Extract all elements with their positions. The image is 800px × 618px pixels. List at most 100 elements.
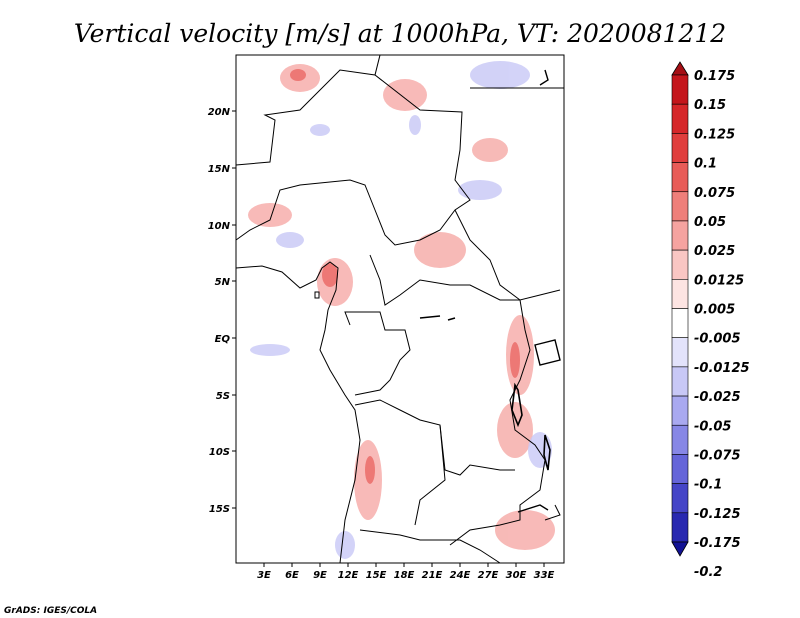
coastline-detail [517, 504, 549, 513]
negative-velocity-patches [250, 61, 552, 559]
colorbar-segment [671, 162, 689, 193]
border [369, 254, 520, 306]
colorbar-segment [671, 74, 689, 105]
patch [250, 344, 290, 356]
island [314, 291, 320, 299]
border [344, 311, 411, 396]
patch [409, 115, 421, 135]
patch [458, 180, 502, 200]
longitude-axis: 3E 6E 9E 12E 15E 18E 21E 24E 27E 30E 33E [257, 563, 555, 581]
border [449, 299, 546, 546]
colorbar-label: 0.125 [694, 127, 735, 142]
colorbar-label: 0.025 [694, 244, 735, 259]
lon-label: 21E [422, 570, 443, 581]
river [419, 315, 456, 321]
colorbar-label: -0.075 [694, 448, 741, 463]
colorbar-segments [671, 74, 689, 543]
colorbar-label: -0.0125 [694, 361, 750, 376]
colorbar-label: 0.0125 [694, 273, 744, 288]
patch [365, 456, 375, 484]
lat-label: 10S [209, 447, 230, 458]
border [544, 504, 561, 521]
border [454, 209, 561, 301]
strong-positive-patches [290, 69, 520, 484]
lon-label: 6E [285, 570, 299, 581]
patch [335, 531, 355, 559]
lon-label: 12E [338, 570, 359, 581]
border [359, 529, 501, 564]
west-coastline [235, 261, 361, 564]
patch [248, 203, 292, 227]
colorbar-label: -0.005 [694, 332, 741, 347]
colorbar-segment [671, 366, 689, 397]
colorbar-segment [671, 512, 689, 543]
lon-label: 15E [366, 570, 387, 581]
lon-label: 24E [450, 570, 471, 581]
colorbar-segment [671, 133, 689, 163]
lake-tanganyika [511, 382, 523, 428]
patch [276, 232, 304, 248]
coastlines-and-borders [235, 54, 564, 564]
patch [310, 124, 330, 136]
lat-label: 5S [216, 391, 230, 402]
colorbar-segment [671, 308, 689, 338]
colorbar-labels: 0.175 0.15 0.125 0.1 0.075 0.05 0.025 0.0125 0.0… [694, 69, 750, 580]
colorbar-segment [671, 191, 689, 222]
lake-victoria [534, 339, 561, 366]
colorbar-top-arrow [671, 61, 689, 76]
patch [383, 79, 427, 111]
colorbar-label: -0.05 [694, 419, 731, 434]
lon-label: 18E [394, 570, 415, 581]
lon-label: 33E [534, 570, 555, 581]
grads-credit: GrADS: IGES/COLA [4, 606, 97, 616]
colorbar-label: 0.1 [694, 157, 717, 172]
colorbar-bottom-arrow [671, 541, 689, 557]
colorbar-segment [671, 483, 689, 514]
colorbar: 0.175 0.15 0.125 0.1 0.075 0.05 0.025 0.0125 0.0… [671, 61, 750, 580]
colorbar-label: 0.15 [694, 98, 726, 113]
colorbar-label: -0.025 [694, 390, 741, 405]
lat-label: 15S [209, 504, 230, 515]
colorbar-segment [671, 103, 689, 134]
lat-label: 5N [215, 277, 231, 288]
colorbar-label: 0.005 [694, 303, 735, 318]
lon-label: 3E [257, 570, 271, 581]
colorbar-label: -0.125 [694, 507, 741, 522]
lon-label: 30E [506, 570, 527, 581]
patch [414, 232, 466, 268]
lat-label: 15N [208, 164, 231, 175]
colorbar-segment [671, 395, 689, 426]
patch [510, 342, 520, 378]
map-frame [235, 54, 565, 564]
colorbar-label: -0.1 [694, 478, 722, 493]
border [374, 54, 381, 76]
lat-label: 10N [208, 221, 231, 232]
colorbar-label: 0.175 [694, 69, 735, 84]
lake-malawi [543, 434, 551, 471]
map-title: Vertical velocity [m/s] at 1000hPa, VT: … [74, 19, 726, 48]
lat-label: EQ [215, 334, 231, 345]
colorbar-segment [671, 279, 689, 309]
lon-label: 27E [478, 570, 499, 581]
colorbar-segment [671, 220, 689, 251]
colorbar-label: -0.175 [694, 536, 741, 551]
patch [470, 61, 530, 89]
border [414, 424, 446, 526]
map-background [236, 55, 564, 563]
patch [528, 432, 552, 468]
map-panel [235, 54, 565, 564]
colorbar-segment [671, 454, 689, 484]
lat-label: 20N [208, 107, 231, 118]
patch [495, 510, 555, 550]
patch [290, 69, 306, 81]
patch [472, 138, 508, 162]
colorbar-segment [671, 337, 689, 368]
patch [322, 263, 338, 287]
latitude-axis: 20N 15N 10N 5N EQ 5S 10S 15S [208, 107, 236, 515]
colorbar-segment [671, 249, 689, 280]
lon-label: 9E [313, 570, 327, 581]
colorbar-label: 0.05 [694, 215, 726, 230]
colorbar-label: -0.2 [694, 565, 722, 580]
colorbar-segment [671, 424, 689, 455]
